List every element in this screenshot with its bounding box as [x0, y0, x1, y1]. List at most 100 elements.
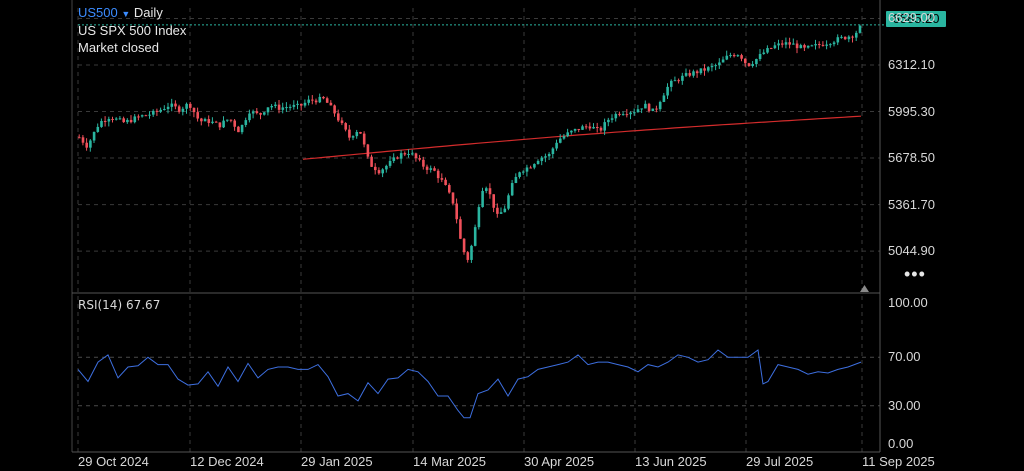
rsi-label: RSI(14) 67.67 — [78, 298, 160, 312]
candle-body — [244, 120, 248, 125]
candle-body — [140, 115, 144, 117]
candle-body — [81, 137, 85, 143]
candle-body — [677, 80, 680, 82]
candle-body — [684, 73, 688, 76]
candle-body — [259, 113, 262, 115]
time-tick-label: 29 Oct 2024 — [78, 454, 149, 469]
candle-body — [614, 113, 618, 119]
last-price-badge: 6585.20 — [886, 11, 946, 27]
candle-body — [777, 43, 780, 46]
candle-body — [766, 48, 769, 53]
candle-body — [514, 176, 518, 184]
candle-body — [459, 219, 462, 239]
more-dots-icon[interactable]: ••• — [904, 264, 926, 284]
candle-body — [755, 59, 758, 65]
candle-body — [329, 102, 333, 106]
candle-body — [118, 118, 122, 120]
candle-body — [718, 62, 721, 66]
candle-body — [237, 126, 240, 133]
candle-body — [325, 98, 329, 103]
candle-body — [263, 112, 266, 115]
candle-body — [818, 44, 821, 46]
ma-path — [302, 115, 862, 160]
candle-body — [858, 25, 862, 33]
candle-body — [566, 132, 569, 137]
time-tick-label: 11 Sep 2025 — [862, 454, 935, 469]
candle-body — [762, 52, 766, 55]
candle-body — [751, 64, 754, 66]
candle-body — [825, 44, 828, 46]
candle-body — [488, 188, 492, 195]
candle-body — [148, 114, 151, 116]
candle-body — [540, 157, 544, 161]
candle-body — [362, 133, 366, 145]
candle-body — [288, 106, 292, 108]
candle-body — [562, 136, 566, 139]
candle-body — [422, 159, 425, 167]
candle-body — [788, 42, 791, 45]
candle-body — [851, 36, 854, 38]
candle-body — [503, 208, 507, 213]
candle-body — [633, 112, 636, 114]
candle-body — [855, 32, 858, 38]
rsi-line — [77, 349, 862, 419]
candle-body — [736, 55, 740, 57]
candle-body — [200, 118, 203, 122]
candle-body — [355, 131, 359, 137]
candle-body — [337, 113, 340, 121]
rsi-tick-label: 100.00 — [888, 295, 928, 310]
candle-body — [436, 170, 440, 179]
candle-body — [203, 119, 207, 122]
candle-body — [448, 185, 451, 193]
candle-body — [155, 110, 159, 112]
candle-body — [510, 183, 514, 196]
candle-body — [314, 100, 318, 103]
candle-body — [292, 104, 296, 107]
candle-body — [784, 42, 788, 45]
market-status: Market closed — [78, 40, 159, 55]
candle-body — [122, 118, 125, 123]
candle-body — [103, 120, 107, 122]
candle-body — [644, 103, 647, 109]
grid-lines — [77, 8, 884, 452]
interval-label[interactable]: Daily — [133, 5, 163, 20]
candle-body — [547, 154, 551, 157]
candle-body — [507, 195, 510, 209]
candle-body — [370, 156, 373, 167]
symbol-header[interactable]: US500 ▼ Daily — [78, 5, 163, 22]
candle-body — [466, 252, 470, 260]
candle-body — [226, 119, 229, 121]
candle-body — [725, 55, 729, 60]
candle-body — [351, 136, 355, 138]
candle-body — [681, 75, 684, 81]
candle-body — [240, 124, 244, 133]
candle-body — [584, 126, 588, 128]
price-tick-label: 5361.70 — [888, 196, 935, 212]
candle-body — [300, 103, 303, 106]
chevron-down-icon[interactable]: ▼ — [121, 9, 131, 19]
chart-frame — [71, 0, 881, 453]
candle-body — [577, 128, 581, 130]
candle-body — [144, 115, 148, 117]
candle-body — [769, 48, 773, 50]
candle-body — [843, 36, 847, 40]
candle-body — [189, 103, 192, 108]
candle-body — [799, 45, 803, 49]
time-tick-label: 29 Jul 2025 — [746, 454, 814, 469]
candle-body — [192, 107, 196, 113]
candle-body — [821, 44, 825, 46]
symbol-name[interactable]: US500 — [78, 5, 118, 20]
candle-body — [485, 188, 488, 191]
candle-body — [559, 138, 562, 143]
candle-body — [695, 71, 699, 74]
candle-body — [348, 129, 351, 138]
candle-body — [174, 103, 177, 107]
candle-body — [670, 80, 673, 87]
candle-body — [747, 63, 751, 66]
candle-body — [673, 80, 677, 82]
candle-body — [651, 108, 655, 112]
candle-body — [836, 37, 840, 43]
candle-body — [333, 105, 336, 114]
candle-body — [714, 65, 717, 67]
